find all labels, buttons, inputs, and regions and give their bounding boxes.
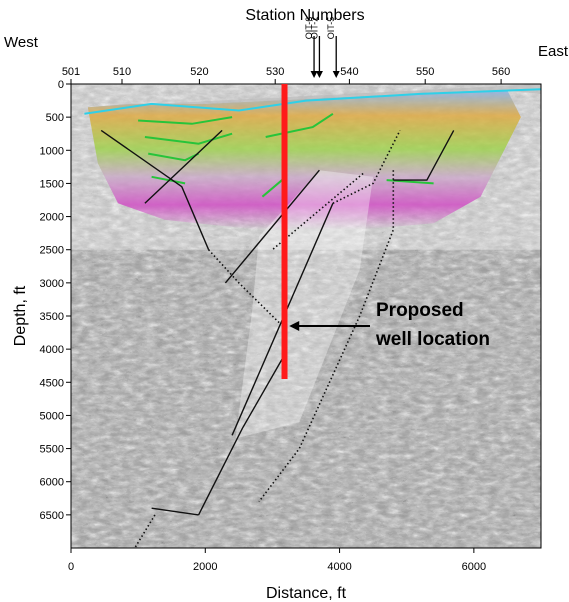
horizon-line-1 [138, 116, 233, 125]
overlay-basin [87, 90, 521, 230]
station-tick-label-4: 540 [340, 66, 358, 78]
shaded-wedge [235, 170, 374, 439]
horizon-line-5 [265, 112, 334, 138]
seismic-image [71, 84, 541, 548]
fault-line-6 [393, 130, 455, 181]
fault-line-0 [100, 129, 210, 250]
y-tick-label-7: 3500 [40, 311, 64, 323]
overlay-top-band [87, 84, 541, 108]
fault-line-3 [224, 169, 320, 284]
y-axis: 0 500 1000 1500 2000 2500 3000 3500 4000 4500 5000… [40, 79, 71, 522]
well-marker-label-0: OIT-6 [304, 17, 314, 40]
x-tick-label-2: 4000 [327, 561, 351, 573]
fault-line-10 [151, 507, 199, 516]
horizon-line-4 [151, 175, 186, 185]
horizon-lines [84, 88, 541, 198]
well-marker-1: OIT-2 [309, 17, 323, 78]
top-axis-title: Station Numbers [245, 7, 364, 24]
annotation-arrow-head [289, 320, 300, 331]
x-axis-title: Distance, ft [266, 585, 347, 602]
well-marker-arrow-0 [310, 71, 318, 78]
well-marker-arrow-1 [315, 71, 323, 78]
y-tick-label-13: 6500 [40, 510, 64, 522]
station-tick-label-0: 501 [62, 66, 80, 78]
well-marker-arrow-2 [332, 71, 340, 78]
interpretation-shading [235, 170, 374, 439]
station-tick-label-3: 530 [266, 66, 284, 78]
horizon-line-3 [148, 152, 200, 162]
west-label: West [4, 34, 39, 51]
well-marker-2: OIT-5 [326, 17, 340, 78]
y-tick-label-8: 4000 [40, 344, 64, 356]
colored-attribute-overlay [71, 84, 541, 250]
x-axis: 0 2000 4000 6000 [68, 548, 486, 573]
horizon-line-0 [84, 88, 541, 115]
y-tick-label-5: 2500 [40, 245, 64, 257]
x-tick-label-0: 0 [68, 561, 74, 573]
y-tick-label-2: 1000 [40, 145, 64, 157]
station-tick-label-2: 520 [190, 66, 208, 78]
annotation-line-1: Proposed [376, 300, 464, 321]
y-tick-label-9: 4500 [40, 377, 64, 389]
annotation-line-2: well location [375, 329, 490, 350]
well-marker-0: OIT-6 [304, 17, 318, 78]
x-tick-label-1: 2000 [193, 561, 217, 573]
proposed-well-annotation: Proposed well location [289, 300, 490, 350]
y-tick-label-4: 2000 [40, 212, 64, 224]
well-marker-label-2: OIT-5 [326, 17, 336, 40]
y-tick-label-12: 6000 [40, 477, 64, 489]
y-axis-title: Depth, ft [12, 285, 29, 346]
fault-lines [100, 129, 455, 548]
x-tick-label-3: 6000 [462, 561, 486, 573]
station-tick-label-6: 560 [492, 66, 510, 78]
well-marker-label-1: OIT-2 [309, 17, 319, 40]
y-tick-label-1: 500 [46, 112, 64, 124]
y-tick-label-3: 1500 [40, 178, 64, 190]
fault-line-9 [197, 352, 287, 516]
y-tick-label-11: 5500 [40, 444, 64, 456]
fault-line-2 [144, 129, 223, 204]
fault-line-1 [208, 249, 280, 324]
horizon-line-2 [144, 132, 233, 145]
station-axis: 501 510 520 530 540 550 560 [62, 66, 510, 84]
y-tick-label-10: 5000 [40, 410, 64, 422]
y-tick-label-0: 0 [58, 79, 64, 91]
fault-line-8 [258, 170, 395, 503]
station-tick-label-5: 550 [416, 66, 434, 78]
east-label: East [538, 43, 569, 60]
station-tick-label-1: 510 [113, 66, 131, 78]
y-tick-label-6: 3000 [40, 278, 64, 290]
fault-line-5 [332, 130, 401, 205]
fault-line-11 [134, 514, 156, 548]
